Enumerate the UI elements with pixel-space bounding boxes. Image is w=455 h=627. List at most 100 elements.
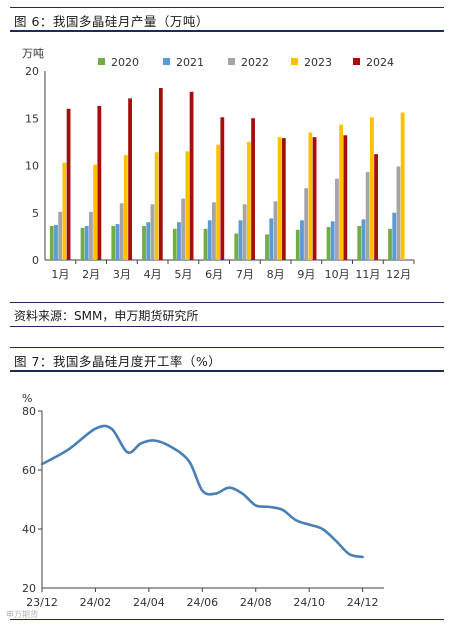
legend-swatch-2022 bbox=[228, 58, 235, 65]
y-tick-label: 80 bbox=[22, 405, 36, 418]
bar-2021-2 bbox=[84, 225, 89, 260]
x-tick-label: 4月 bbox=[144, 268, 162, 281]
bar-2020-6 bbox=[203, 228, 208, 260]
bar-2020-8 bbox=[265, 234, 269, 260]
legend-swatch-2024 bbox=[353, 58, 360, 65]
bar-2020-11 bbox=[357, 225, 362, 260]
y-tick-label: 0 bbox=[32, 254, 39, 267]
utilization-rate-line bbox=[40, 424, 364, 559]
bar-2020-4 bbox=[142, 225, 146, 260]
fig6-bar-chart: 万吨 0 5 10 15 20 1月 2月 3月 4月 5月 6月 7月 8月 9月 10月 11月 12月 202… bbox=[22, 47, 415, 281]
bar-2020-9 bbox=[295, 229, 300, 260]
x-tick-label: 24/02 bbox=[80, 596, 112, 609]
bar-2024-8 bbox=[281, 138, 286, 260]
x-tick-label: 12月 bbox=[386, 268, 411, 281]
legend-swatch-2020 bbox=[98, 58, 105, 65]
bar-2024-3 bbox=[128, 98, 132, 260]
x-tick-label: 8月 bbox=[267, 268, 285, 281]
bar-2022-2 bbox=[89, 211, 93, 260]
bar-2021-10 bbox=[330, 221, 335, 260]
bar-2024-2 bbox=[97, 105, 102, 260]
y-tick-label: 20 bbox=[22, 582, 36, 595]
bar-2024-11 bbox=[374, 154, 378, 260]
x-tick-label: 3月 bbox=[113, 268, 131, 281]
fig6-top-rule bbox=[10, 7, 444, 8]
y-tick-label: 60 bbox=[22, 464, 36, 477]
x-tick-label: 9月 bbox=[297, 268, 315, 281]
fig7-title-rule bbox=[10, 370, 444, 372]
bar-2024-10 bbox=[343, 135, 348, 260]
x-tick-label: 24/12 bbox=[347, 596, 379, 609]
y-tick-label: 40 bbox=[22, 523, 36, 536]
fig6-bottom-rule bbox=[10, 302, 444, 303]
fig6-source-rule bbox=[10, 326, 444, 327]
bar-2023-2 bbox=[93, 164, 98, 260]
bar-2021-11 bbox=[361, 219, 366, 260]
bar-2023-5 bbox=[185, 151, 190, 260]
bar-2023-3 bbox=[123, 155, 128, 260]
bar-2024-4 bbox=[158, 88, 163, 260]
bar-2021-6 bbox=[207, 220, 212, 260]
x-tick-label: 2月 bbox=[82, 268, 100, 281]
bar-2020-10 bbox=[326, 226, 331, 260]
bar-2021-5 bbox=[177, 222, 181, 260]
bar-2022-4 bbox=[150, 204, 155, 260]
fig6-title-rule bbox=[10, 30, 444, 32]
x-tick-label: 1月 bbox=[51, 268, 69, 281]
fig6-title: 图 6：我国多晶硅月产量（万吨） bbox=[14, 14, 209, 29]
bar-2022-3 bbox=[119, 203, 124, 260]
legend-label-2024: 2024 bbox=[366, 56, 394, 69]
bar-2021-9 bbox=[300, 220, 304, 260]
x-tick-label: 6月 bbox=[205, 268, 223, 281]
x-tick-label: 24/08 bbox=[240, 596, 272, 609]
bar-2022-7 bbox=[242, 204, 247, 260]
fig7-top-rule bbox=[10, 347, 444, 348]
y-axis-unit-label: % bbox=[22, 392, 32, 405]
fig7-bottom-rule bbox=[10, 619, 444, 620]
bar-2023-12 bbox=[400, 112, 405, 260]
bar-2020-2 bbox=[80, 227, 85, 260]
legend-label-2020: 2020 bbox=[111, 56, 139, 69]
bar-2024-9 bbox=[312, 137, 317, 260]
x-tick-label: 24/06 bbox=[186, 596, 218, 609]
y-tick-label: 20 bbox=[25, 65, 39, 78]
bar-2022-11 bbox=[365, 172, 370, 260]
bar-2020-7 bbox=[234, 233, 239, 260]
y-tick-label: 10 bbox=[25, 160, 39, 173]
bar-2023-1 bbox=[62, 162, 67, 260]
bar-2024-1 bbox=[66, 108, 71, 260]
x-tick-label: 11月 bbox=[355, 268, 380, 281]
bar-2020-5 bbox=[172, 228, 177, 260]
bar-2022-10 bbox=[335, 178, 339, 260]
x-tick-label: 5月 bbox=[174, 268, 192, 281]
bar-2021-7 bbox=[238, 220, 243, 260]
x-tick-label: 23/12 bbox=[26, 596, 58, 609]
legend-label-2022: 2022 bbox=[241, 56, 269, 69]
bar-2022-9 bbox=[304, 188, 309, 260]
legend-swatch-2023 bbox=[291, 58, 298, 65]
bar-2022-12 bbox=[396, 166, 401, 260]
bar-2023-8 bbox=[277, 137, 282, 260]
x-tick-label: 24/04 bbox=[133, 596, 165, 609]
bar-2020-12 bbox=[388, 228, 392, 260]
bar-2023-11 bbox=[369, 117, 374, 261]
fig7-title: 图 7：我国多晶硅月度开工率（%） bbox=[14, 354, 222, 369]
bar-2021-3 bbox=[115, 224, 120, 260]
bar-2023-10 bbox=[339, 124, 344, 261]
bar-2022-1 bbox=[58, 211, 63, 260]
bar-2024-6 bbox=[220, 117, 225, 261]
x-tick-label: 7月 bbox=[236, 268, 254, 281]
x-tick-label: 24/10 bbox=[293, 596, 325, 609]
bar-2021-1 bbox=[54, 225, 58, 260]
bar-2023-9 bbox=[308, 132, 313, 260]
fig7-line-chart: % 20 40 60 80 23/12 24/02 24/04 24/06 24/08 24/10 2… bbox=[22, 392, 384, 609]
y-axis-unit-label: 万吨 bbox=[22, 47, 44, 60]
bar-2021-8 bbox=[269, 218, 274, 260]
watermark: 申万期货 bbox=[6, 610, 38, 619]
bar-2023-4 bbox=[154, 152, 159, 260]
bar-2024-5 bbox=[189, 91, 194, 260]
bar-2024-7 bbox=[251, 118, 255, 260]
fig6-source: 资料来源：SMM，申万期货研究所 bbox=[14, 309, 199, 323]
bar-2020-1 bbox=[49, 225, 54, 260]
bar-2022-5 bbox=[181, 198, 186, 260]
